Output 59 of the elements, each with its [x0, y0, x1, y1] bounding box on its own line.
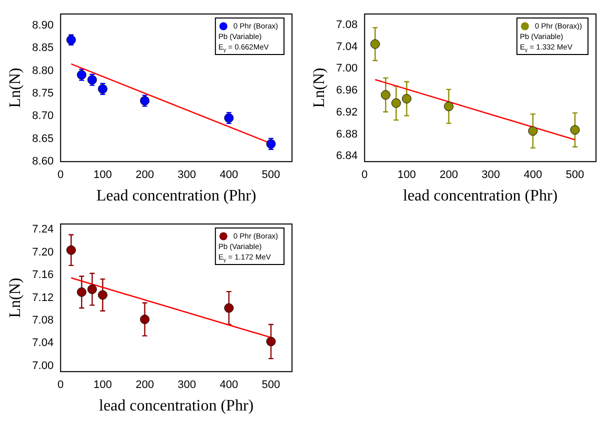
x-tick-label: 500 [262, 379, 280, 392]
x-tick-label: 500 [566, 169, 584, 182]
y-tick-label: 7.20 [32, 246, 54, 258]
point [66, 245, 76, 255]
y-tick-label: 8.60 [32, 156, 54, 168]
point [87, 284, 97, 294]
point [444, 102, 454, 112]
point [391, 98, 401, 108]
y-tick-label: 7.16 [32, 269, 54, 282]
y-tick-label: 6.92 [336, 106, 358, 118]
y-tick-label: 7.12 [32, 292, 54, 304]
y-tick-label: 7.08 [336, 18, 358, 31]
y-tick-label: 7.24 [32, 224, 54, 236]
y-tick-label: 6.84 [336, 150, 358, 162]
x-tick-label: 300 [482, 169, 500, 182]
x-tick-label: 500 [262, 169, 280, 182]
y-tick-label: 7.04 [32, 337, 54, 350]
x-tick-label: 300 [178, 379, 196, 392]
x-tick-label: 200 [136, 379, 154, 392]
point [266, 336, 276, 346]
point [380, 90, 390, 100]
x-tick-label: 100 [94, 169, 112, 182]
x-tick-label: 0 [58, 379, 64, 392]
y-tick-label: 8.90 [32, 19, 54, 32]
x-axis-title: lead concentration (Phr) [99, 398, 254, 415]
point [570, 125, 580, 135]
y-tick-label: 8.75 [32, 88, 54, 100]
point [370, 39, 380, 49]
y-tick-label: 8.70 [32, 110, 54, 122]
y-tick-label: 8.65 [32, 132, 54, 145]
point [224, 303, 234, 313]
x-tick-label: 100 [94, 379, 112, 392]
y-tick-label: 7.00 [32, 360, 54, 372]
x-tick-label: 100 [398, 169, 416, 182]
x-tick-label: 0 [362, 169, 368, 182]
point [140, 314, 150, 324]
y-tick-label: 8.85 [32, 42, 54, 54]
x-tick-label: 400 [220, 379, 238, 392]
x-tick-label: 400 [524, 169, 542, 182]
y-tick-label: 6.88 [336, 128, 358, 140]
x-tick-label: 300 [178, 169, 196, 182]
x-axis-title: lead concentration (Phr) [403, 188, 558, 205]
x-tick-label: 200 [136, 169, 154, 182]
x-axis-title: Lead concentration (Phr) [96, 188, 256, 205]
point [98, 290, 108, 300]
point [76, 287, 86, 297]
x-tick-label: 0 [58, 169, 64, 182]
x-tick-label: 400 [220, 169, 238, 182]
y-tick-label: 6.96 [336, 84, 358, 97]
y-tick-label: 8.80 [32, 64, 54, 77]
y-axis-title: Ln(N) [310, 68, 328, 108]
point [402, 94, 412, 104]
y-tick-label: 7.08 [32, 314, 54, 327]
x-tick-label: 200 [440, 169, 458, 182]
y-axis-title: Ln(N) [6, 68, 24, 108]
y-tick-label: 7.00 [336, 62, 358, 75]
y-tick-label: 7.04 [336, 40, 358, 53]
y-axis-title: Ln(N) [6, 278, 24, 318]
point [528, 126, 538, 136]
